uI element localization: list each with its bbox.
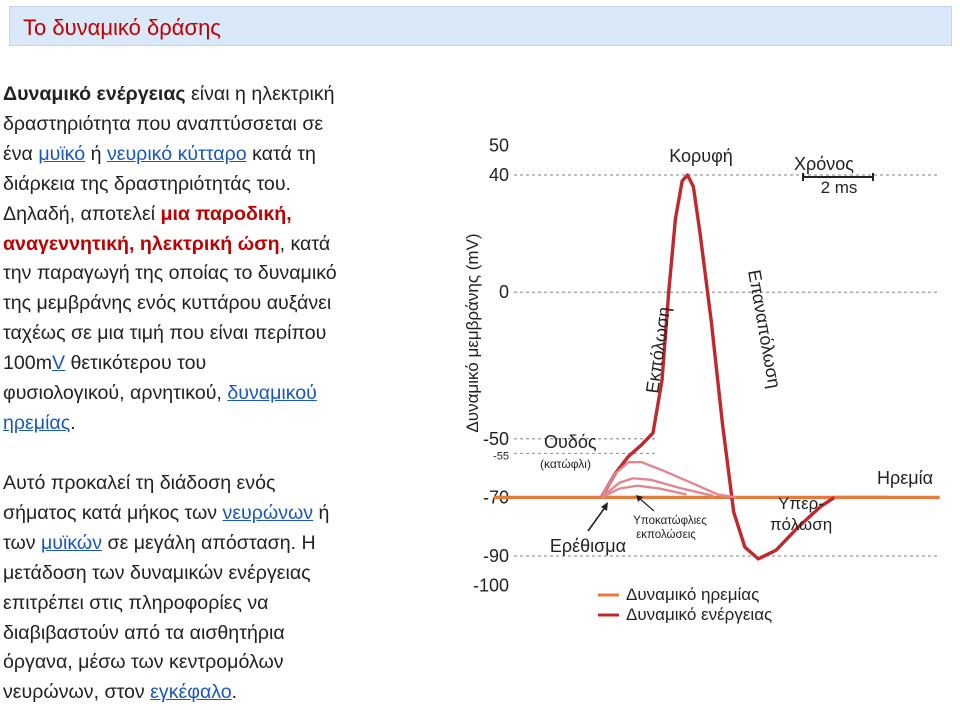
highlight-text: μια παροδική, xyxy=(160,202,292,225)
hyperlink[interactable]: δυναμικού xyxy=(227,382,317,405)
annotation-hyperpolarization-1: Υπερ- xyxy=(778,494,824,513)
text-run: διαβιβαστούν από τα αισθητήρια xyxy=(3,621,285,644)
y-tick-label: 0 xyxy=(499,282,509,302)
y-tick-label: -90 xyxy=(483,546,509,566)
text-run: των xyxy=(3,531,42,554)
y-tick-label: 40 xyxy=(489,165,509,185)
paragraph-propagation: Αυτό προκαλεί τη διάδοση ενός σήματος κατ… xyxy=(3,469,403,708)
text-line: την παραγωγή της οποίας το δυναμικό xyxy=(3,259,403,289)
text-run: δραστηριότητα που αναπτύσσεται σε xyxy=(3,112,324,135)
text-run: , κατά xyxy=(279,232,331,255)
text-line: διαβιβαστούν από τα αισθητήρια xyxy=(3,619,403,649)
text-run: . xyxy=(231,681,238,704)
text-line: ταχέως σε μια τιμή που είναι περίπου xyxy=(3,319,403,349)
text-run: 100m xyxy=(3,352,53,375)
y-tick-label: -100 xyxy=(473,575,509,595)
text-run: φυσιολογικού, αρνητικού, xyxy=(3,382,228,405)
text-run: σήματος κατά μήκος των xyxy=(3,501,223,524)
text-run: ή xyxy=(85,142,107,165)
hyperlink[interactable]: ηρεμίας xyxy=(3,411,71,434)
text-run: κατά τη xyxy=(246,142,316,165)
text-run: επιτρέπει στις πληροφορίες να xyxy=(3,591,269,614)
paragraph-definition: Δυναμικό ενέργειας είναι η ηλεκτρική δρασ… xyxy=(3,80,403,439)
scale-bar-label-top: Χρόνος xyxy=(794,154,854,174)
text-run: ένα xyxy=(3,142,39,165)
annotation-threshold-sub: (κατώφλι) xyxy=(540,457,591,471)
text-line: Αυτό προκαλεί τη διάδοση ενός xyxy=(3,469,403,499)
text-run: νευρώνων, στον xyxy=(3,681,151,704)
scale-bar-label-bottom: 2 ms xyxy=(821,178,858,197)
title-bar: Το δυναμικό δράσης xyxy=(9,6,952,46)
text-line: όργανα, μέσω των κεντρομόλων xyxy=(3,648,403,678)
annotation-threshold: Ουδός xyxy=(544,432,597,452)
y-tick-label: -55 xyxy=(493,450,509,462)
text-line: μετάδοση των δυναμικών ενέργειας xyxy=(3,559,403,589)
annotation-hyperpolarization-2: πόλωση xyxy=(770,515,832,534)
series-group xyxy=(494,173,940,561)
text-line: επιτρέπει στις πληροφορίες να xyxy=(3,589,403,619)
text-run: σε μεγάλη απόσταση. Η xyxy=(102,531,316,554)
text-line: δραστηριότητα που αναπτύσσεται σε xyxy=(3,110,403,140)
scale-bar xyxy=(802,173,874,181)
stimulus-arrow xyxy=(587,502,608,532)
hyperlink[interactable]: εγκέφαλο xyxy=(150,681,232,704)
highlight-text: αναγεννητική, ηλεκτρική ώση xyxy=(3,232,280,255)
text-run: όργανα, μέσω των κεντρομόλων xyxy=(3,651,284,674)
text-run: την παραγωγή της οποίας το δυναμικό xyxy=(3,262,337,285)
text-run: διάρκεια της δραστηριότητάς του. xyxy=(3,172,291,195)
series-line-failed-initiation xyxy=(600,477,714,499)
annotation-stimulus: Ερέθισμα xyxy=(550,536,626,556)
text-run: Αυτό προκαλεί τη διάδοση ενός xyxy=(3,472,276,494)
series-line-failed-initiation xyxy=(600,461,737,499)
y-tick-label: 50 xyxy=(489,136,509,156)
annotation-repolarization: Επαναπόλωση xyxy=(744,268,785,390)
text-run: . xyxy=(70,411,76,434)
text-line: σήματος κατά μήκος των νευρώνων ή xyxy=(3,499,403,529)
text-line: φυσιολογικού, αρνητικού, δυναμικού xyxy=(3,379,403,409)
hyperlink[interactable]: V xyxy=(52,352,66,375)
text-line: ηρεμίας. xyxy=(3,409,403,439)
text-run: της μεμβράνης ενός κυττάρου αυξάνει xyxy=(3,292,332,315)
text-line: αναγεννητική, ηλεκτρική ώση, κατά xyxy=(3,230,403,260)
text-run: ή xyxy=(313,501,330,524)
annotation-peak: Κορυφή xyxy=(669,146,733,166)
hyperlink[interactable]: νευρικό κύτταρο xyxy=(106,142,247,165)
annotation-failed-initiations-2: εκπολώσεις xyxy=(636,529,696,541)
series-line-failed-initiation xyxy=(600,484,687,499)
text-run: ταχέως σε μια τιμή που είναι περίπου xyxy=(3,322,327,345)
text-line: ένα μυϊκό ή νευρικό κύτταρο κατά τη xyxy=(3,140,403,170)
text-line: Δυναμικό ενέργειας είναι η ηλεκτρική xyxy=(3,80,403,110)
y-axis-label: Δυναμικό μεμβράνης (mV) xyxy=(463,233,482,432)
annotation-rest: Ηρεμία xyxy=(877,468,933,488)
text-line: διάρκεια της δραστηριότητάς του. xyxy=(3,170,403,200)
legend-label: Δυναμικό ηρεμίας xyxy=(626,585,759,604)
failed-initiations-arrow xyxy=(636,495,655,512)
annotation-failed-initiations-1: Υποκατώφλιες xyxy=(633,515,707,527)
legend-label: Δυναμικό ενέργειας xyxy=(626,605,772,624)
text-run: Δηλαδή, αποτελεί xyxy=(3,202,161,225)
text-run: μετάδοση των δυναμικών ενέργειας xyxy=(3,561,311,584)
text-line: της μεμβράνης ενός κυττάρου αυξάνει xyxy=(3,289,403,319)
text-line: νευρώνων, στον εγκέφαλο. xyxy=(3,678,403,708)
annotation-depolarization: Εκπόλωση xyxy=(642,306,674,395)
text-run: θετικότερου του xyxy=(65,352,207,375)
page-title: Το δυναμικό δράσης xyxy=(23,15,221,40)
hyperlink[interactable]: μυϊκό xyxy=(38,142,86,165)
text-line: Δηλαδή, αποτελεί μια παροδική, xyxy=(3,200,403,230)
text-run: είναι η ηλεκτρική xyxy=(185,83,335,105)
bold-text: Δυναμικό ενέργειας xyxy=(3,83,186,105)
text-line: των μυϊκών σε μεγάλη απόσταση. Η xyxy=(3,529,403,559)
hyperlink[interactable]: μυϊκών xyxy=(41,531,103,554)
text-line: 100mV θετικότερου του xyxy=(3,349,403,379)
y-tick-label: -50 xyxy=(483,429,509,449)
hyperlink[interactable]: νευρώνων xyxy=(222,501,314,524)
series-line-action-potential xyxy=(600,173,836,561)
